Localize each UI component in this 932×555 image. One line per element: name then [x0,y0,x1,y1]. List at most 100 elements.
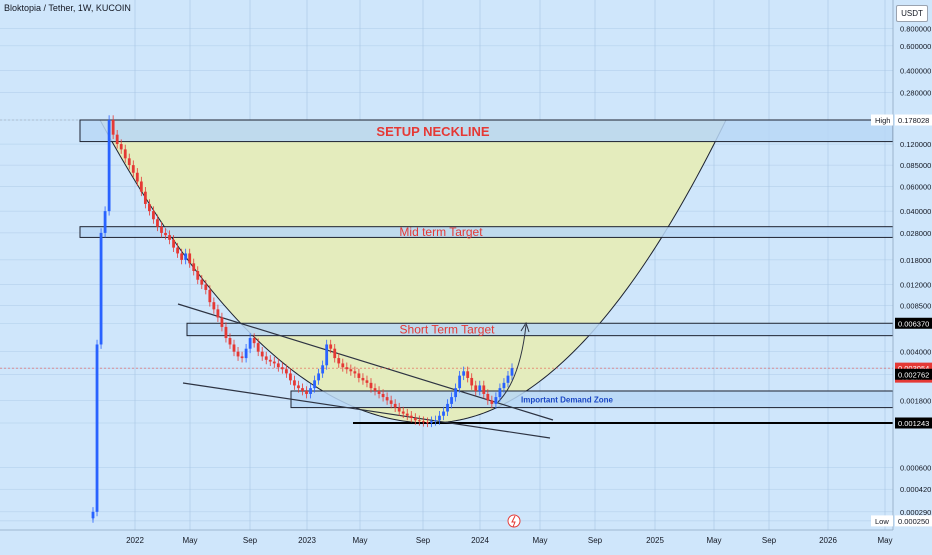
candle-body [446,403,449,412]
candle-body [168,235,171,240]
price-badge-value: 0.000250 [898,517,929,526]
candle-body [345,367,349,370]
price-axis [893,0,932,550]
price-badge-value: 0.001243 [898,419,929,428]
candle-body [252,338,256,344]
candle-body [365,380,369,383]
candle-body [212,302,216,310]
candle-body [434,420,437,422]
time-tick-label: May [352,536,367,545]
candle-body [305,390,308,394]
time-tick-label: May [182,536,197,545]
time-tick-label: May [532,536,547,545]
candle-body [131,165,135,173]
candle-body [329,344,333,349]
candle-body [176,247,180,254]
price-tick-label: 0.000290 [900,508,931,517]
candle-body [478,385,482,391]
time-tick-label: Sep [762,536,777,545]
candle-body [264,356,268,360]
candle-body [135,172,139,182]
candle-body [148,203,151,212]
short-target-label: Short Term Target [400,322,496,336]
price-tag-label: High [875,116,890,125]
candle-body [172,239,175,248]
candle-body [156,219,159,227]
time-tick-label: May [706,536,721,545]
candle-body [417,420,421,422]
candle-body [208,289,212,303]
candle-body [196,270,200,280]
candle-body [99,232,103,345]
candle-body [248,338,252,349]
candle-body [325,344,329,366]
candle-body [313,380,316,389]
currency-button[interactable]: USDT [896,5,928,22]
candle-body [256,343,260,352]
candle-body [280,367,284,370]
candle-body [260,351,264,357]
candle-body [389,400,393,404]
candle-body [164,232,167,236]
candle-body [381,393,385,398]
candle-body [341,363,345,368]
demand-zone-label: Important Demand Zone [521,395,614,404]
replay-icon-bolt [511,515,516,528]
candle-body [224,326,228,339]
price-tick-label: 0.028000 [900,229,931,238]
candle-body [160,226,163,233]
candle-body [466,371,470,378]
candle-body [321,365,325,374]
price-tick-label: 0.000600 [900,463,931,472]
candle-body [458,375,462,389]
time-tick-label: 2026 [819,536,837,545]
candle-body [333,348,337,359]
candle-body [276,363,280,368]
mid-target-zone [79,226,894,238]
candle-body [470,377,474,386]
candle-body [228,338,232,345]
candle-body [204,284,208,290]
candle-body [240,356,244,359]
candle-body [409,415,413,418]
price-tick-label: 0.001800 [900,396,931,405]
neckline-label: SETUP NECKLINE [376,124,489,139]
pair-title: Bloktopia / Tether, 1W, KUCOIN [4,3,131,13]
candle-body [293,380,296,386]
candle-body [421,421,425,423]
price-tick-label: 0.600000 [900,42,931,51]
time-tick-label: 2023 [298,536,316,545]
candle-body [317,373,321,381]
candle-body [397,407,401,412]
time-tick-label: Sep [243,536,258,545]
price-tick-label: 0.018000 [900,256,931,265]
candle-body [289,373,292,381]
candle-body [244,348,248,359]
candle-body [139,181,143,192]
time-tick-label: Sep [416,536,431,545]
replay-icon [507,514,521,528]
candle-body [337,358,341,364]
candle-body [200,279,204,285]
candle-body [301,388,304,391]
candle-body [353,371,357,374]
candle-body [143,191,147,204]
price-badge [895,114,932,126]
candle-body [377,390,381,394]
candle-body [103,211,107,233]
candle-body [95,344,99,512]
price-tick-label: 0.400000 [900,67,931,76]
candle-body [462,371,466,376]
candle-body [502,382,506,389]
candle-body [385,397,389,401]
candle-body [486,393,490,401]
candle-body [442,411,445,416]
candle-body [438,415,441,421]
candle-body [450,397,453,404]
price-tick-label: 0.120000 [900,140,931,149]
candle-body [111,120,115,135]
price-tick-label: 0.008500 [900,302,931,311]
price-tick-label: 0.280000 [900,88,931,97]
